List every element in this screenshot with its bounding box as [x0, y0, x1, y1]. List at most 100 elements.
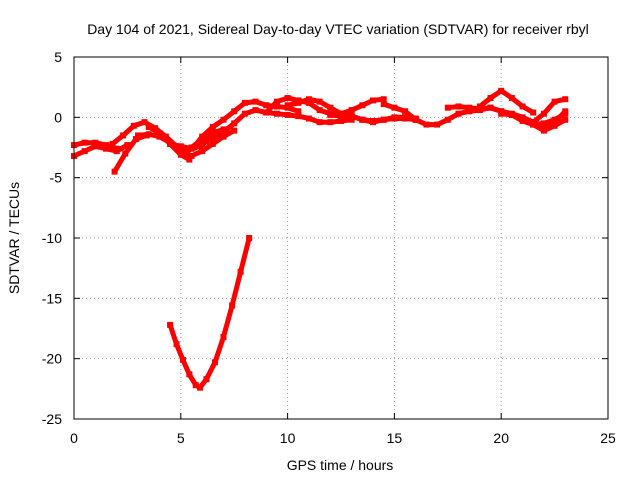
- x-tick-label: 10: [280, 430, 296, 446]
- data-point: [295, 108, 302, 115]
- data-point: [530, 119, 537, 126]
- data-point: [562, 96, 569, 103]
- data-point: [370, 117, 377, 124]
- data-point: [380, 101, 387, 108]
- data-point: [434, 121, 441, 128]
- data-point: [455, 103, 462, 110]
- data-point: [197, 384, 204, 391]
- data-point: [476, 103, 483, 110]
- y-axis-label: SDTVAR / TECUs: [6, 182, 22, 294]
- data-point: [241, 99, 248, 106]
- data-point: [209, 134, 216, 141]
- series-arc19: [167, 235, 253, 391]
- series-arc16: [476, 87, 537, 116]
- data-point: [370, 97, 377, 104]
- series-arc5: [135, 127, 238, 159]
- data-point: [220, 133, 227, 140]
- data-point: [402, 115, 409, 122]
- data-point: [551, 122, 558, 129]
- data-point: [295, 99, 302, 106]
- data-point: [220, 333, 227, 340]
- axis-ticks: 0 5 10 15 20 25 5 0 -5 -10 -15 -20 -25: [42, 49, 616, 446]
- data-point: [132, 136, 139, 143]
- data-point: [273, 110, 280, 117]
- data-point: [391, 104, 398, 111]
- data-point: [156, 130, 163, 137]
- data-point: [109, 140, 116, 147]
- data-point: [327, 104, 334, 111]
- data-point: [179, 356, 186, 363]
- x-tick-label: 0: [70, 430, 78, 446]
- x-axis-label: GPS time / hours: [287, 457, 394, 473]
- data-point: [111, 168, 118, 175]
- data-point: [167, 140, 174, 147]
- data-point: [380, 116, 387, 123]
- data-point: [237, 268, 244, 275]
- x-tick-label: 15: [387, 430, 403, 446]
- data-point: [220, 116, 227, 123]
- data-point: [316, 119, 323, 126]
- data-point: [186, 371, 193, 378]
- data-point: [305, 96, 312, 103]
- data-point: [551, 98, 558, 105]
- data-point: [241, 110, 248, 117]
- data-point: [562, 108, 569, 115]
- data-point: [284, 111, 291, 118]
- data-point: [327, 111, 334, 118]
- data-point: [177, 151, 184, 158]
- data-point: [135, 132, 142, 139]
- data-point: [562, 116, 569, 123]
- y-tick-label: 5: [54, 49, 62, 65]
- data-point: [177, 143, 184, 150]
- data-point: [530, 109, 537, 116]
- data-point: [348, 116, 355, 123]
- data-point: [252, 98, 259, 105]
- data-point: [551, 119, 558, 126]
- data-point: [203, 376, 210, 383]
- data-point: [540, 127, 547, 134]
- x-tick-label: 5: [177, 430, 185, 446]
- data-point: [199, 148, 206, 155]
- series-line: [530, 96, 568, 125]
- data-point: [263, 109, 270, 116]
- data-point: [229, 302, 236, 309]
- y-tick-label: 0: [54, 109, 62, 125]
- data-point: [192, 382, 199, 389]
- data-point: [391, 115, 398, 122]
- data-point: [348, 107, 355, 114]
- data-point: [103, 142, 110, 149]
- data-point: [145, 123, 152, 130]
- y-tick-label: -5: [50, 170, 63, 186]
- data-point: [455, 110, 462, 117]
- data-point: [173, 341, 180, 348]
- data-point: [519, 116, 526, 123]
- data-point: [348, 113, 355, 120]
- data-point: [81, 139, 88, 146]
- data-point: [120, 132, 127, 139]
- data-point: [284, 102, 291, 109]
- data-point: [252, 107, 259, 114]
- data-point: [220, 128, 227, 135]
- series-arc18: [530, 96, 569, 126]
- data-point: [327, 119, 334, 126]
- data-point: [92, 143, 99, 150]
- data-point: [295, 113, 302, 120]
- data-point: [380, 96, 387, 103]
- data-point: [92, 139, 99, 146]
- data-point: [186, 156, 193, 163]
- data-point: [423, 121, 430, 128]
- data-point: [113, 145, 120, 152]
- y-tick-label: -25: [42, 411, 62, 427]
- data-point: [508, 111, 515, 118]
- data-point: [359, 116, 366, 123]
- data-point: [103, 145, 110, 152]
- data-point: [498, 110, 505, 117]
- data-point: [466, 108, 473, 115]
- data-point: [199, 136, 206, 143]
- chart-title: Day 104 of 2021, Sidereal Day-to-day VTE…: [87, 21, 589, 37]
- data-point: [209, 130, 216, 137]
- data-point: [156, 133, 163, 140]
- data-point: [124, 142, 131, 149]
- data-point: [209, 140, 216, 147]
